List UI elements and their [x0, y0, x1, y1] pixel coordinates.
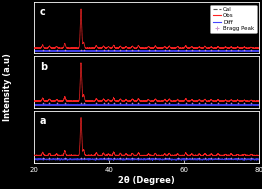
X-axis label: 2θ (Degree): 2θ (Degree): [118, 176, 175, 185]
Legend: Cal, Obs, Diff, Bragg Peak: Cal, Obs, Diff, Bragg Peak: [210, 5, 256, 33]
Text: c: c: [40, 7, 45, 17]
Text: a: a: [40, 116, 46, 126]
Text: b: b: [40, 62, 47, 72]
Text: Intensity (a.u): Intensity (a.u): [3, 53, 12, 121]
